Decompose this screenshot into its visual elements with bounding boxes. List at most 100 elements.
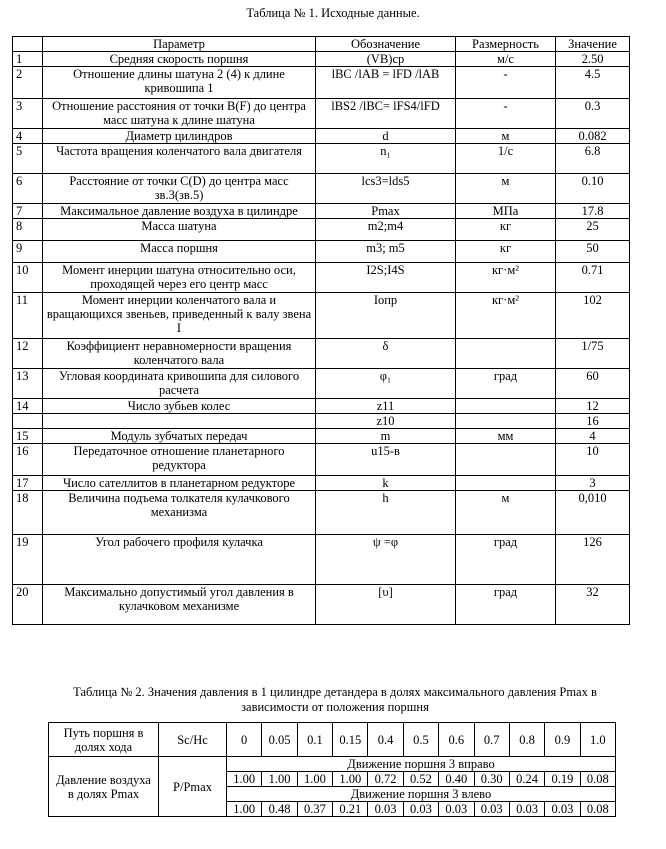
cell: 16 bbox=[555, 413, 630, 429]
cell: P/Pmax bbox=[158, 756, 227, 817]
cell: z11 bbox=[315, 398, 456, 414]
cell: 32 bbox=[555, 584, 630, 625]
cell: 0.40 bbox=[438, 771, 475, 787]
cell: 8 bbox=[12, 218, 43, 241]
cell: 0.03 bbox=[508, 801, 546, 817]
cell: Максимальное давление воздуха в цилиндре bbox=[42, 203, 316, 219]
cell: m bbox=[315, 428, 456, 444]
row: 15 Модуль зубчатых передач m мм 4 bbox=[12, 428, 630, 444]
cell: кг·м² bbox=[455, 262, 556, 293]
cell: 4 bbox=[12, 128, 43, 144]
cell: град bbox=[455, 368, 556, 399]
cell: 3 bbox=[12, 98, 43, 129]
cell: Масса шатуна bbox=[42, 218, 316, 241]
row: 4 Диаметр цилиндров d м 0.082 bbox=[12, 128, 630, 144]
cell: 0.03 bbox=[367, 801, 404, 817]
cell: 0.7 bbox=[473, 722, 510, 757]
cell: I2S;I4S bbox=[315, 262, 456, 293]
cell: 1.0 bbox=[579, 722, 617, 757]
cell: мм bbox=[455, 428, 556, 444]
cell: 20 bbox=[12, 584, 43, 625]
cell: 0.15 bbox=[332, 722, 369, 757]
row: 12 Коэффициент неравномерности вращения к… bbox=[12, 338, 630, 369]
cell: 0.05 bbox=[261, 722, 298, 757]
row: 5 Частота вращения коленчатого вала двига… bbox=[12, 143, 630, 174]
row: 1.00 1.00 1.00 1.00 0.72 0.52 0.40 0.30 0.24 0.19… bbox=[49, 771, 617, 787]
cell: Число сателлитов в планетарном редукторе bbox=[42, 475, 316, 491]
table-title: Таблица № 1. Исходные данные. bbox=[246, 6, 420, 20]
cell: Средняя скорость поршня bbox=[42, 51, 316, 67]
cell: град bbox=[455, 534, 556, 585]
cell: Коэффициент неравномерности вращения кол… bbox=[42, 338, 316, 369]
cell: град bbox=[455, 584, 556, 625]
header-cell: Обозначение bbox=[315, 36, 456, 52]
cell: 4 bbox=[555, 428, 630, 444]
cell: 1.00 bbox=[332, 771, 369, 787]
cell: 1.00 bbox=[225, 801, 263, 817]
cell: 0.52 bbox=[402, 771, 440, 787]
cell: 0.082 bbox=[555, 128, 630, 144]
cell: Iопр bbox=[315, 292, 456, 339]
cell: Момент инерции коленчатого вала и вращаю… bbox=[42, 292, 316, 339]
cell: Число зубьев колес bbox=[42, 398, 316, 414]
table: Путь поршня в долях хода Sc/Hc 0 0.05 0.1 0.1… bbox=[48, 722, 617, 817]
cell: 1/с bbox=[455, 143, 556, 174]
cell: Путь поршня в долях хода bbox=[48, 722, 159, 757]
cell bbox=[455, 398, 556, 414]
cell: м bbox=[455, 173, 556, 204]
cell: Угол рабочего профиля кулачка bbox=[42, 534, 316, 585]
cell: МПа bbox=[455, 203, 556, 219]
cell: Максимально допустимый угол давления в к… bbox=[42, 584, 316, 625]
cell: Sc/Hc bbox=[158, 722, 227, 757]
cell: 0.03 bbox=[402, 801, 440, 817]
cell bbox=[455, 475, 556, 491]
cell: 1 bbox=[12, 51, 43, 67]
cell bbox=[455, 413, 556, 429]
row: Путь поршня в долях хода Sc/Hc 0 0.05 0.1 0.1… bbox=[48, 722, 617, 757]
cell: lBS2 /lBC= lFS4/lFD bbox=[315, 98, 456, 129]
cell: кг bbox=[455, 240, 556, 263]
cell: 6 bbox=[12, 173, 43, 204]
cell: 0.6 bbox=[438, 722, 475, 757]
row: 20 Максимально допустимый угол давления в… bbox=[12, 584, 630, 625]
cell: 0.5 bbox=[402, 722, 440, 757]
cell: lBC /lAB = lFD /lAB bbox=[315, 66, 456, 99]
row: 19 Угол рабочего профиля кулачка ψ =φ град 1… bbox=[12, 534, 630, 585]
cell: 13 bbox=[12, 368, 43, 399]
cell: 25 bbox=[555, 218, 630, 241]
cell: Давление воздуха в долях Pmax bbox=[48, 756, 159, 817]
cell: 0.8 bbox=[508, 722, 546, 757]
cell: 19 bbox=[12, 534, 43, 585]
cell: м/с bbox=[455, 51, 556, 67]
cell: m2;m4 bbox=[315, 218, 456, 241]
cell: 4.5 bbox=[555, 66, 630, 99]
cell: 16 bbox=[12, 443, 43, 476]
cell: 1/75 bbox=[555, 338, 630, 369]
cell: м bbox=[455, 490, 556, 535]
cell: (VB)ср bbox=[315, 51, 456, 67]
cell: 7 bbox=[12, 203, 43, 219]
cell: 12 bbox=[555, 398, 630, 414]
header-row: Параметр Обозначение Размерность Значение bbox=[12, 36, 630, 52]
cell: 0.30 bbox=[473, 771, 510, 787]
row: 13 Угловая координата кривошипа для силов… bbox=[12, 368, 630, 399]
cell: 0.1 bbox=[296, 722, 334, 757]
row: 3 Отношение расстояния от точки B(F) до ц… bbox=[12, 98, 630, 129]
row: 11 Момент инерции коленчатого вала и вращ… bbox=[12, 292, 630, 339]
cell: 10 bbox=[12, 262, 43, 293]
cell: Частота вращения коленчатого вала двигат… bbox=[42, 143, 316, 174]
cell: Диаметр цилиндров bbox=[42, 128, 316, 144]
row: 9 Масса поршня m3; m5 кг 50 bbox=[12, 240, 630, 263]
cell: ψ =φ bbox=[315, 534, 456, 585]
cell: m3; m5 bbox=[315, 240, 456, 263]
cell: Pmax bbox=[315, 203, 456, 219]
cell: Отношение расстояния от точки B(F) до це… bbox=[42, 98, 316, 129]
cell: 1.00 bbox=[296, 771, 334, 787]
cell: 0.4 bbox=[367, 722, 404, 757]
cell: Движение поршня 3 влево bbox=[226, 786, 616, 802]
cell: 3 bbox=[555, 475, 630, 491]
cell: 0 bbox=[225, 722, 263, 757]
row: 2 Отношение длины шатуна 2 (4) к длине кр… bbox=[12, 66, 630, 99]
cell: 9 bbox=[12, 240, 43, 263]
